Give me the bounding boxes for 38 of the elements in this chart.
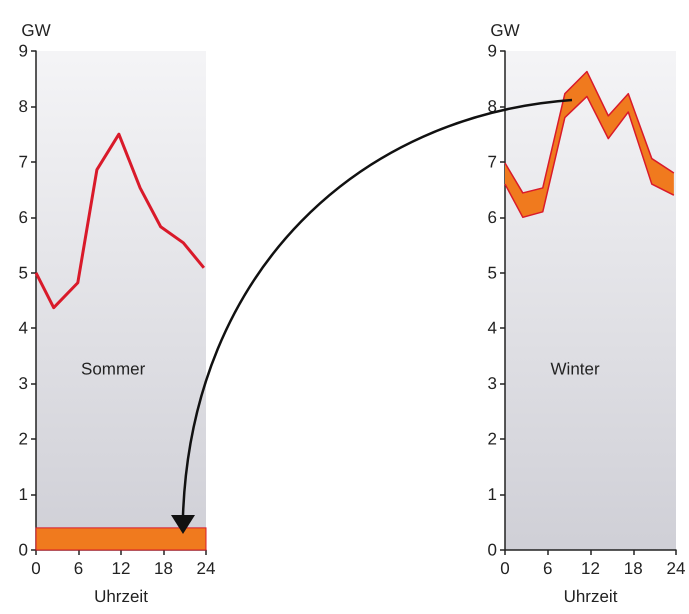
x-axis-title: Uhrzeit — [94, 587, 148, 606]
line-series — [504, 96, 675, 218]
y-tick-label: 1 — [488, 485, 497, 504]
y-tick-label: 9 — [18, 42, 28, 60]
x-tick-label: 0 — [500, 559, 510, 578]
y-tick-label: 7 — [18, 152, 28, 172]
y-tick-label: 5 — [488, 263, 497, 282]
x-axis-title: Uhrzeit — [564, 587, 618, 606]
y-tick-label: 3 — [18, 374, 28, 394]
y-tick-label: 8 — [18, 96, 28, 116]
x-tick-label: 6 — [543, 559, 552, 578]
y-tick-label: 4 — [488, 318, 497, 338]
y-tick-label: 5 — [18, 263, 28, 282]
x-tick-label: 18 — [154, 559, 173, 578]
line-series — [34, 132, 206, 310]
y-tick-label: 7 — [488, 152, 497, 172]
x-tick-label: 12 — [112, 559, 130, 578]
x-tick-label: 0 — [31, 559, 41, 578]
y-tick-label: 3 — [488, 374, 497, 394]
y-tick-label: 4 — [18, 318, 28, 338]
y-tick-label: 9 — [488, 42, 497, 60]
annotation: Sommer — [81, 359, 146, 378]
annotation: Winter — [550, 359, 600, 378]
x-tick-label: 6 — [74, 559, 84, 578]
y-tick-label: 0 — [18, 540, 28, 560]
y-tick-label: 6 — [18, 208, 28, 227]
x-tick-label: 24 — [666, 559, 686, 578]
y-axis-title: GW — [21, 21, 51, 40]
x-tick-label: 18 — [624, 559, 643, 578]
y-tick-label: 8 — [488, 96, 497, 116]
y-tick-label: 2 — [18, 430, 28, 449]
x-tick-label: 24 — [196, 559, 216, 578]
y-axis-title: GW — [490, 21, 520, 40]
y-tick-label: 0 — [488, 540, 497, 560]
y-tick-label: 6 — [488, 208, 497, 227]
y-tick-label: 2 — [488, 430, 497, 449]
x-tick-label: 12 — [581, 559, 600, 578]
y-tick-label: 1 — [18, 485, 28, 504]
